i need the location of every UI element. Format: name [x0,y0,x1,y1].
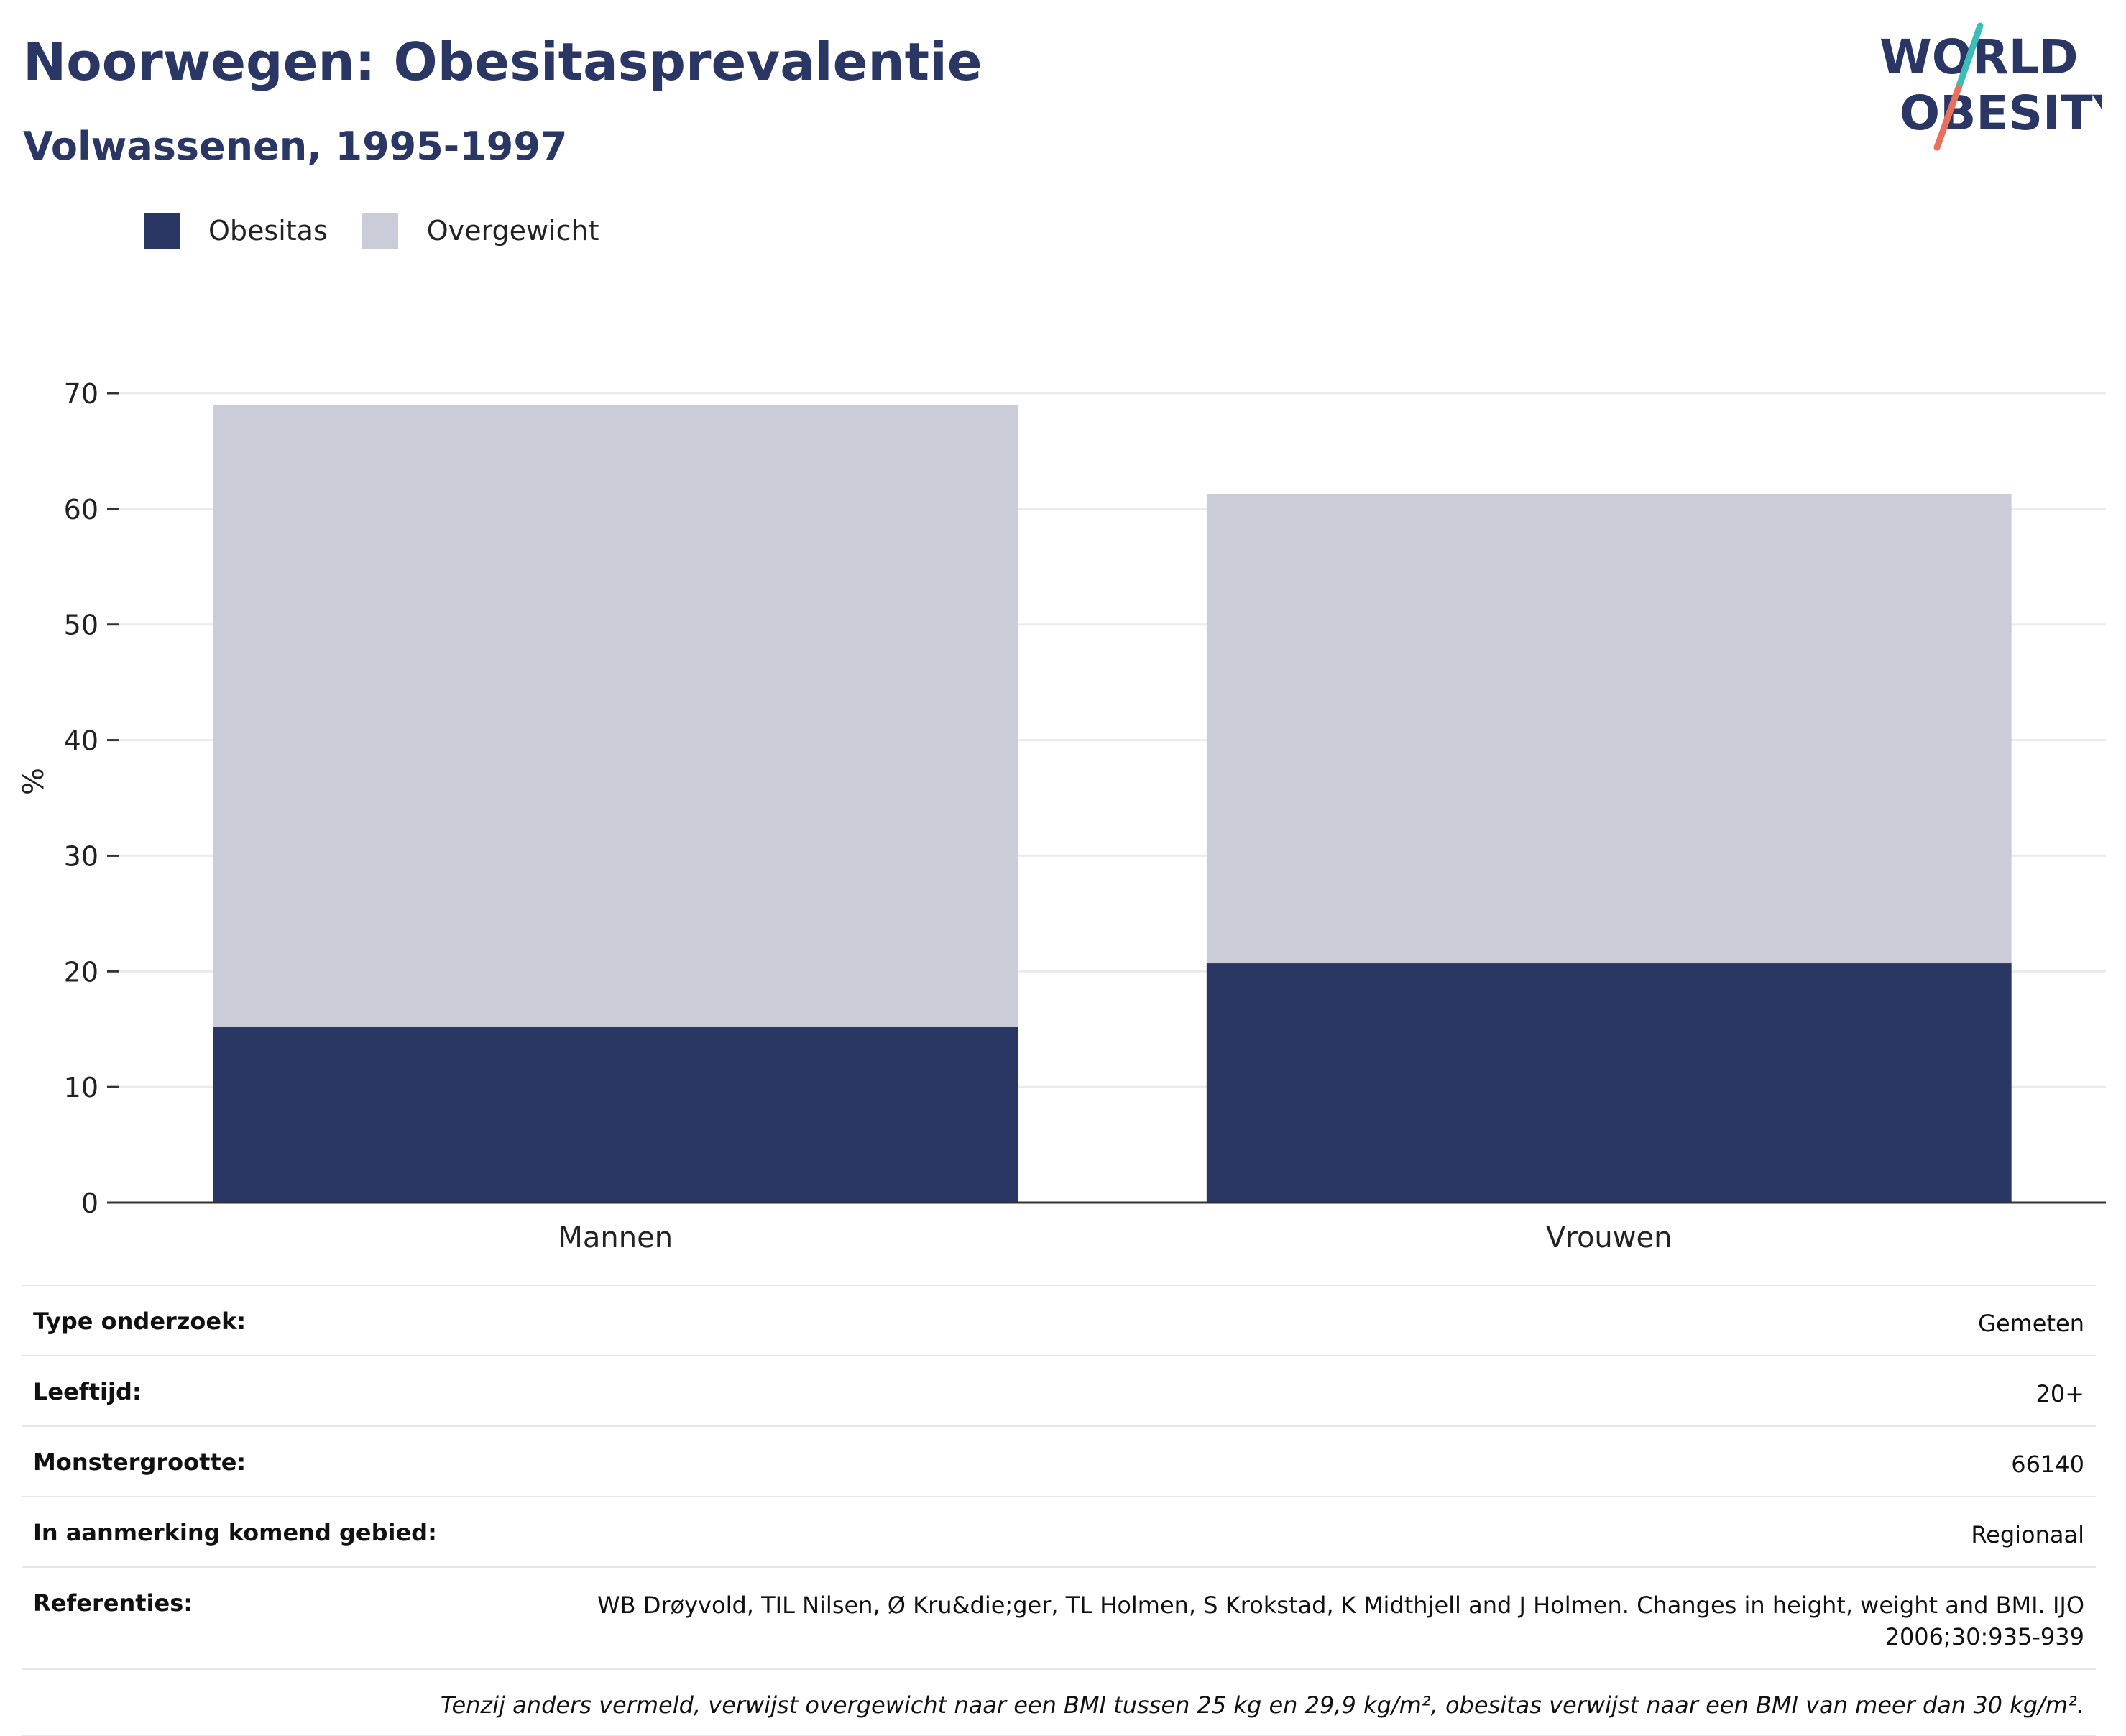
info-value: 66140 [2011,1451,2084,1478]
info-row: In aanmerking komend gebied: Regionaal [22,1496,2096,1566]
y-tick-label: 10 [64,1072,98,1103]
x-tick-label: Vrouwen [1546,1221,1672,1251]
info-label: Referenties: [33,1589,193,1617]
logo-slash-top [1955,22,1984,91]
chart-subtitle: Volwassenen, 1995-1997 [23,124,568,169]
info-value: WB Drøyvold, TIL Nilsen, Ø Kru&die;ger, … [597,1592,2084,1650]
legend-swatch-obesitas [144,213,180,249]
logo-slash-bottom [1933,84,1962,151]
bar-obesitas-mannen[interactable] [213,1027,1018,1203]
survey-info-table: Type onderzoek: Gemeten Leeftijd: 20+ Monste… [22,1285,2096,1736]
info-row: Leeftijd: 20+ [22,1355,2096,1425]
y-tick-label: 30 [64,840,98,872]
logo-text-obesity: OBESITY [1900,86,2102,141]
y-tick-label: 60 [64,494,98,525]
definition-note: Tenzij anders vermeld, verwijst overgewi… [22,1668,2096,1736]
y-tick-label: 0 [81,1188,98,1219]
y-tick-label: 20 [64,956,98,988]
axes: 0 10 20 30 40 50 60 70 Mannen Vrouwen [64,378,2106,1251]
legend-label-overgewicht: Overgewicht [426,215,599,247]
bars [213,405,2012,1203]
info-label: In aanmerking komend gebied: [33,1519,437,1546]
info-row: Type onderzoek: Gemeten [22,1285,2096,1355]
world-obesity-logo: WORLD OBESITY [1879,22,2102,151]
y-axis-label: % [17,768,50,795]
y-tick-label: 50 [64,610,98,641]
info-label: Monstergrootte: [33,1448,247,1476]
y-tick-label: 70 [64,378,98,410]
info-label: Leeftijd: [33,1378,142,1405]
info-value: Regionaal [1971,1521,2084,1548]
legend-item-obesitas[interactable]: Obesitas [144,213,328,249]
bar-obesitas-vrouwen[interactable] [1206,963,2012,1203]
info-value: 20+ [2035,1380,2084,1407]
info-value: Gemeten [1978,1310,2084,1337]
chart-legend: Obesitas Overgewicht [144,213,634,249]
info-row: Referenties: WB Drøyvold, TIL Nilsen, Ø K… [22,1566,2096,1668]
x-tick-label: Mannen [558,1221,673,1251]
legend-label-obesitas: Obesitas [208,215,328,247]
bar-overgewicht-mannen[interactable] [213,405,1018,1027]
info-label: Type onderzoek: [33,1308,247,1335]
info-row: Monstergrootte: 66140 [22,1425,2096,1496]
chart-title: Noorwegen: Obesitasprevalentie [23,32,983,92]
bar-overgewicht-vrouwen[interactable] [1206,493,2012,964]
legend-item-overgewicht[interactable]: Overgewicht [362,213,599,249]
definition-note-text: Tenzij anders vermeld, verwijst overgewi… [440,1691,2084,1719]
legend-swatch-overgewicht [362,213,398,249]
bar-chart: 0 10 20 30 40 50 60 70 Mannen Vrouwen % [17,378,2106,1251]
y-tick-label: 40 [64,725,98,757]
